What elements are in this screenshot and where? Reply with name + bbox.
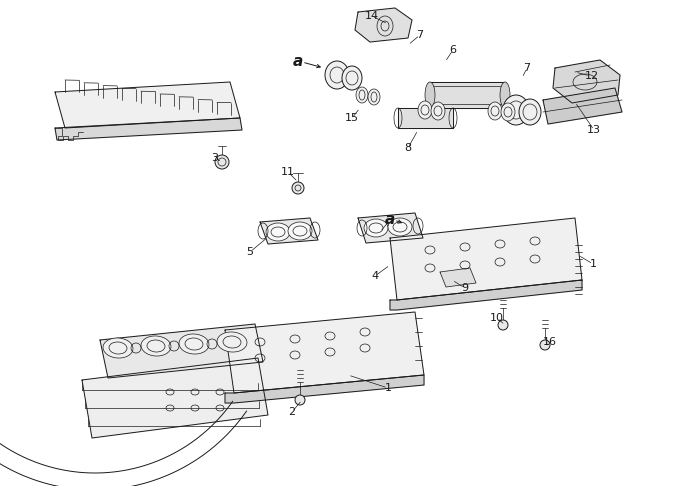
Polygon shape (430, 82, 505, 108)
Ellipse shape (368, 89, 380, 105)
Text: 14: 14 (365, 11, 379, 21)
Ellipse shape (342, 66, 362, 90)
Polygon shape (553, 60, 620, 103)
Ellipse shape (501, 103, 515, 121)
Ellipse shape (503, 95, 529, 125)
Ellipse shape (431, 102, 445, 120)
Ellipse shape (141, 336, 171, 356)
Ellipse shape (488, 102, 502, 120)
Ellipse shape (540, 340, 550, 350)
Ellipse shape (288, 222, 312, 240)
Ellipse shape (295, 395, 305, 405)
Text: 2: 2 (289, 407, 295, 417)
Polygon shape (358, 213, 423, 243)
Ellipse shape (103, 338, 133, 358)
Text: 7: 7 (524, 63, 530, 73)
Text: 10: 10 (490, 313, 504, 323)
Polygon shape (82, 358, 268, 438)
Text: a: a (293, 54, 303, 69)
Ellipse shape (325, 61, 349, 89)
Ellipse shape (266, 223, 290, 241)
Ellipse shape (388, 218, 412, 236)
Text: 4: 4 (371, 271, 379, 281)
Ellipse shape (364, 219, 388, 237)
Text: 6: 6 (449, 45, 456, 55)
Text: 8: 8 (405, 143, 411, 153)
Text: 16: 16 (543, 337, 557, 347)
Text: 13: 13 (587, 125, 601, 135)
Ellipse shape (215, 155, 229, 169)
Ellipse shape (519, 99, 541, 125)
Polygon shape (390, 280, 582, 310)
Polygon shape (355, 8, 412, 42)
Ellipse shape (425, 82, 435, 108)
Text: 12: 12 (585, 71, 599, 81)
Polygon shape (55, 82, 240, 128)
Text: 1: 1 (384, 383, 392, 393)
Ellipse shape (498, 320, 508, 330)
Text: 5: 5 (246, 247, 253, 257)
Ellipse shape (217, 332, 247, 352)
Polygon shape (100, 324, 263, 378)
Polygon shape (225, 312, 424, 393)
Ellipse shape (356, 87, 368, 103)
Ellipse shape (292, 182, 304, 194)
Polygon shape (260, 218, 318, 244)
Polygon shape (390, 218, 582, 300)
Polygon shape (543, 88, 622, 124)
Text: 11: 11 (281, 167, 295, 177)
Ellipse shape (418, 101, 432, 119)
Polygon shape (225, 375, 424, 403)
Text: 3: 3 (211, 153, 219, 163)
Polygon shape (55, 118, 242, 140)
Text: 1: 1 (589, 259, 596, 269)
Polygon shape (440, 268, 476, 287)
Text: 7: 7 (416, 30, 424, 40)
Polygon shape (398, 108, 453, 128)
Text: 9: 9 (462, 283, 469, 293)
Ellipse shape (179, 334, 209, 354)
Text: 15: 15 (345, 113, 359, 123)
Ellipse shape (500, 82, 510, 108)
Text: a: a (385, 212, 395, 227)
